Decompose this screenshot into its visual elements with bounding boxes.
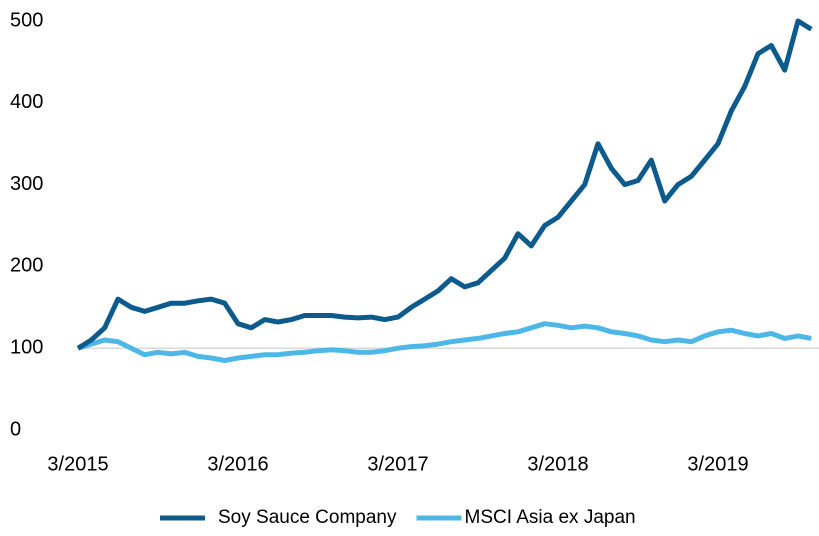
series-line bbox=[77, 321, 812, 363]
x-tick-label: 3/2019 bbox=[687, 453, 748, 475]
x-tick-label: 3/2016 bbox=[207, 453, 268, 475]
y-tick-label: 100 bbox=[10, 336, 43, 358]
legend-label: MSCI Asia ex Japan bbox=[465, 507, 636, 528]
y-tick-label: 300 bbox=[10, 173, 43, 195]
x-tick-label: 3/2017 bbox=[367, 453, 428, 475]
x-tick-label: 3/2018 bbox=[527, 453, 588, 475]
y-tick-label: 400 bbox=[10, 91, 43, 113]
y-tick-label: 200 bbox=[10, 255, 43, 277]
legend-label: Soy Sauce Company bbox=[218, 507, 397, 528]
x-tick-label: 3/2015 bbox=[47, 453, 108, 475]
y-tick-label: 500 bbox=[10, 9, 43, 31]
y-tick-label: 0 bbox=[10, 418, 21, 440]
series-line bbox=[76, 18, 813, 351]
